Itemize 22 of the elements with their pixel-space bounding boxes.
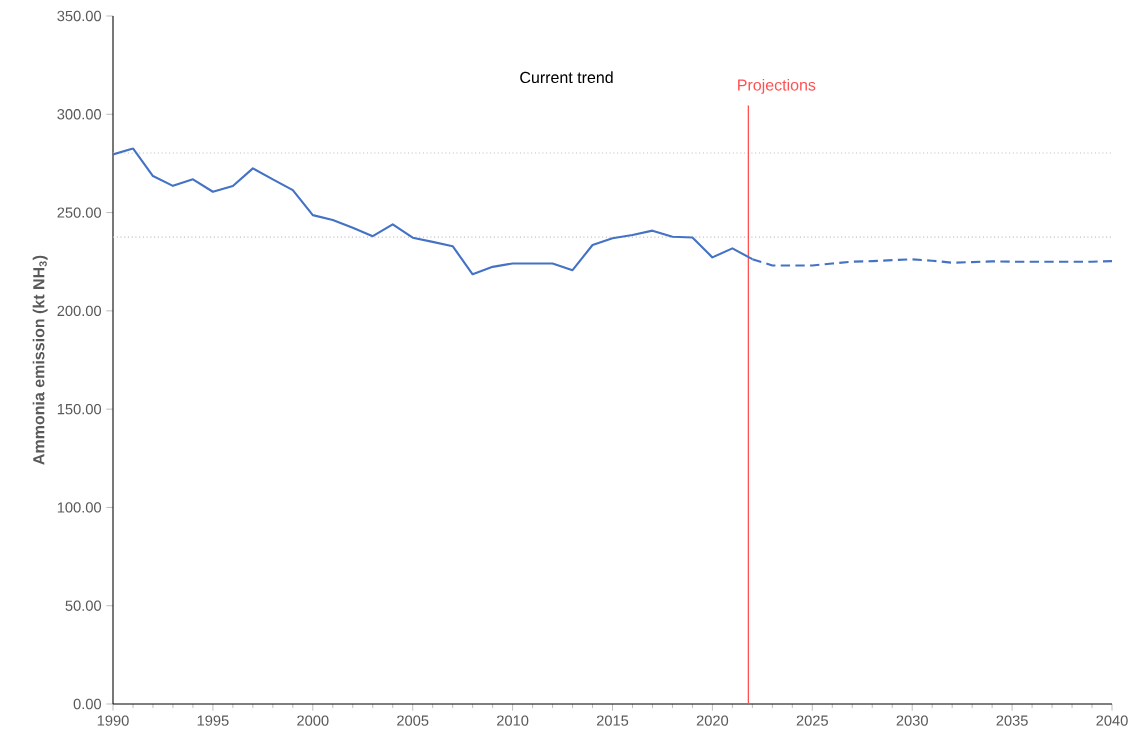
x-tick-label: 2010: [497, 715, 529, 726]
y-tick-label: 150.00: [57, 403, 102, 415]
y-tick-label: 50.00: [65, 600, 102, 611]
y-tick-label: 100.00: [57, 502, 102, 513]
x-tick-label: 2020: [696, 715, 729, 726]
y-tick-label: 250.00: [57, 207, 102, 218]
y-axis-title: Ammonia emission (kt NH$_{3}$): [32, 255, 48, 465]
y-tick-label: 350.00: [57, 10, 102, 22]
annotation: Current trend: [520, 71, 613, 84]
y-tick-label: 300.00: [57, 109, 102, 120]
x-tick-label: 2000: [297, 715, 329, 726]
ref-line-label: Projections: [738, 78, 816, 94]
x-tick-label: 2005: [397, 715, 429, 726]
x-tick-label: 1990: [97, 715, 129, 726]
y-tick-label: 200.00: [57, 305, 102, 317]
x-tick-label: 2025: [796, 715, 828, 726]
x-tick-label: 2030: [896, 715, 928, 726]
x-tick-label: 2040: [1096, 715, 1128, 726]
x-tick-label: 1995: [197, 715, 229, 726]
x-tick-label: 2015: [596, 715, 629, 726]
x-tick-label: 2035: [996, 715, 1028, 726]
y-tick-label: 0.00: [73, 698, 102, 710]
